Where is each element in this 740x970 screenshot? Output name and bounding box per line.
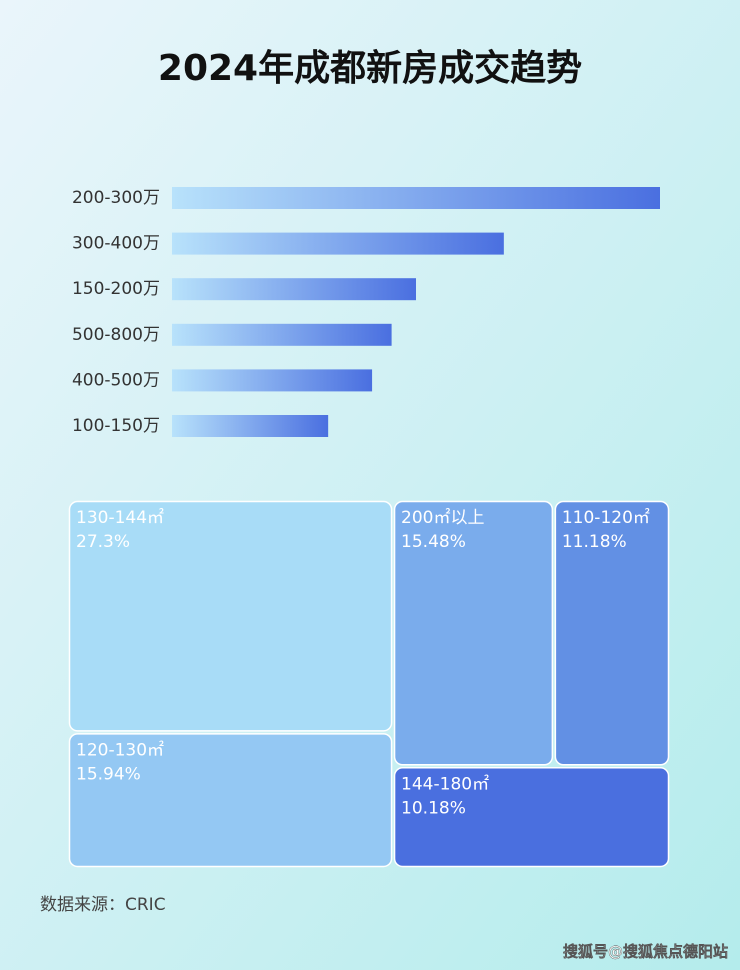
y-tick-label: 500-800万 <box>72 325 160 345</box>
cell-label: 130-144㎡ <box>76 508 164 528</box>
cell-value-label: 10.18% <box>401 798 466 818</box>
watermark: 搜狐号@搜狐焦点德阳站 <box>563 943 728 961</box>
source: 数据来源：CRIC <box>40 895 166 915</box>
bar <box>172 232 504 255</box>
treemap-cell <box>68 733 393 868</box>
y-tick-label: 150-200万 <box>72 279 160 299</box>
treemap-cell <box>393 767 670 868</box>
cell-label: 120-130㎡ <box>76 740 164 760</box>
cell-label: 110-120㎡ <box>562 508 650 528</box>
bar <box>172 278 416 301</box>
treemap-cell <box>393 500 554 766</box>
cell-value-label: 11.18% <box>562 532 627 552</box>
y-tick-label: 300-400万 <box>72 234 160 254</box>
cell-value-label: 27.3% <box>76 532 130 552</box>
chart-title: 2024年成都新房成交趋势 <box>158 47 582 89</box>
cell-label: 144-180㎡ <box>401 774 489 794</box>
y-tick-label: 400-500万 <box>72 370 160 390</box>
cell-value-label: 15.48% <box>401 532 466 552</box>
bar <box>172 187 660 209</box>
bar <box>172 323 392 346</box>
bar <box>172 369 373 392</box>
cell-label: 200㎡以上 <box>401 508 484 528</box>
treemap-cell <box>554 500 670 766</box>
cell-value-label: 15.94% <box>76 764 141 784</box>
treemap-cell <box>68 500 393 732</box>
y-tick-label: 200-300万 <box>72 188 160 208</box>
y-tick-label: 100-150万 <box>72 416 160 436</box>
bar <box>172 415 329 437</box>
